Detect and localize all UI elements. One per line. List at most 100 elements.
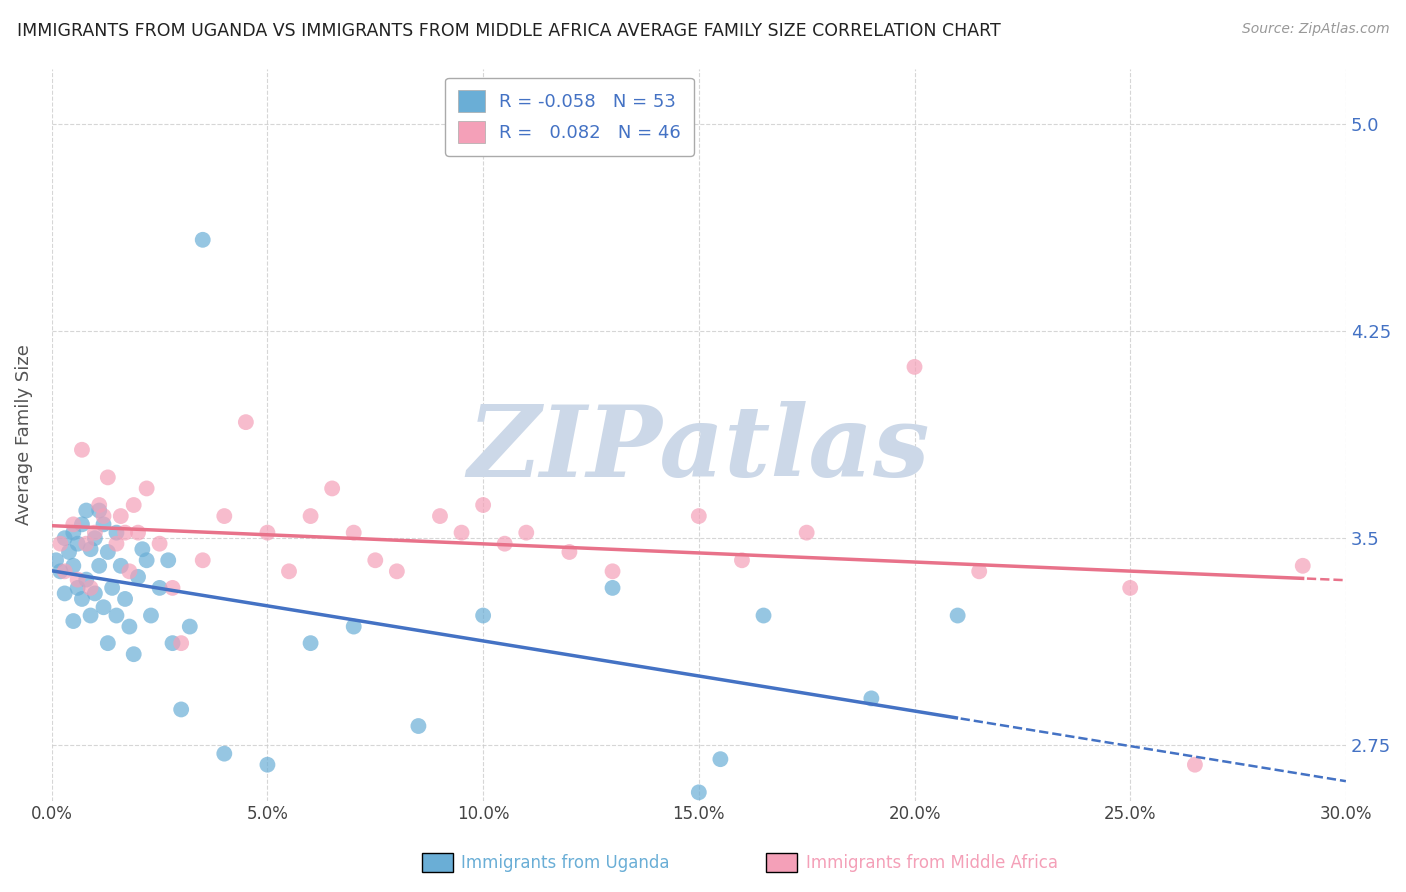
Point	[1184, 757, 1206, 772]
Point	[127, 525, 149, 540]
Point	[118, 564, 141, 578]
Point	[1119, 581, 1142, 595]
Text: Immigrants from Uganda: Immigrants from Uganda	[461, 854, 669, 871]
Point	[162, 636, 184, 650]
Point	[110, 558, 132, 573]
Point	[256, 757, 278, 772]
Text: IMMIGRANTS FROM UGANDA VS IMMIGRANTS FROM MIDDLE AFRICA AVERAGE FAMILY SIZE CORR: IMMIGRANTS FROM UGANDA VS IMMIGRANTS FRO…	[17, 22, 1001, 40]
Point	[688, 509, 710, 524]
Point	[79, 608, 101, 623]
Point	[796, 525, 818, 540]
Point	[62, 558, 84, 573]
Point	[105, 537, 128, 551]
Point	[114, 525, 136, 540]
Point	[472, 608, 495, 623]
Point	[62, 517, 84, 532]
Point	[122, 498, 145, 512]
Y-axis label: Average Family Size: Average Family Size	[15, 344, 32, 525]
Point	[66, 573, 89, 587]
Point	[967, 564, 990, 578]
Point	[364, 553, 387, 567]
Point	[70, 517, 93, 532]
Text: Immigrants from Middle Africa: Immigrants from Middle Africa	[806, 854, 1057, 871]
Point	[93, 600, 115, 615]
Point	[235, 415, 257, 429]
Point	[515, 525, 537, 540]
Point	[709, 752, 731, 766]
Point	[93, 517, 115, 532]
Point	[472, 498, 495, 512]
Point	[408, 719, 430, 733]
Point	[89, 558, 111, 573]
Point	[93, 509, 115, 524]
Point	[191, 553, 214, 567]
Point	[688, 785, 710, 799]
Point	[343, 619, 366, 633]
Point	[89, 498, 111, 512]
Point	[83, 531, 105, 545]
Point	[429, 509, 451, 524]
Point	[278, 564, 301, 578]
Point	[321, 482, 343, 496]
Point	[62, 525, 84, 540]
Point	[70, 442, 93, 457]
Point	[731, 553, 754, 567]
Point	[558, 545, 581, 559]
Point	[45, 553, 67, 567]
Point	[97, 470, 120, 484]
Point	[131, 542, 153, 557]
Point	[299, 636, 322, 650]
Point	[602, 581, 624, 595]
Text: ZIPatlas: ZIPatlas	[468, 401, 929, 498]
Point	[214, 747, 236, 761]
Point	[1292, 558, 1315, 573]
Point	[903, 359, 925, 374]
Point	[105, 608, 128, 623]
Point	[149, 581, 172, 595]
Point	[75, 537, 97, 551]
Point	[122, 647, 145, 661]
Point	[101, 581, 124, 595]
Point	[53, 564, 76, 578]
Point	[62, 614, 84, 628]
Point	[157, 553, 180, 567]
Point	[149, 537, 172, 551]
Point	[110, 509, 132, 524]
Point	[214, 509, 236, 524]
Point	[49, 537, 72, 551]
Point	[118, 619, 141, 633]
Point	[49, 564, 72, 578]
Point	[75, 573, 97, 587]
Point	[752, 608, 775, 623]
Point	[385, 564, 408, 578]
Point	[135, 482, 157, 496]
Point	[127, 570, 149, 584]
Point	[53, 531, 76, 545]
Point	[97, 636, 120, 650]
Point	[58, 545, 80, 559]
Point	[66, 537, 89, 551]
Legend: R = -0.058   N = 53, R =   0.082   N = 46: R = -0.058 N = 53, R = 0.082 N = 46	[446, 78, 693, 156]
Point	[946, 608, 969, 623]
Point	[139, 608, 162, 623]
Point	[602, 564, 624, 578]
Point	[83, 586, 105, 600]
Point	[162, 581, 184, 595]
Point	[135, 553, 157, 567]
Point	[170, 636, 193, 650]
Point	[97, 545, 120, 559]
Point	[83, 525, 105, 540]
Point	[89, 503, 111, 517]
Point	[75, 503, 97, 517]
Point	[299, 509, 322, 524]
Point	[105, 525, 128, 540]
Point	[450, 525, 472, 540]
Point	[494, 537, 516, 551]
Point	[191, 233, 214, 247]
Point	[860, 691, 883, 706]
Point	[79, 581, 101, 595]
Point	[179, 619, 201, 633]
Point	[79, 542, 101, 557]
Point	[256, 525, 278, 540]
Text: Source: ZipAtlas.com: Source: ZipAtlas.com	[1241, 22, 1389, 37]
